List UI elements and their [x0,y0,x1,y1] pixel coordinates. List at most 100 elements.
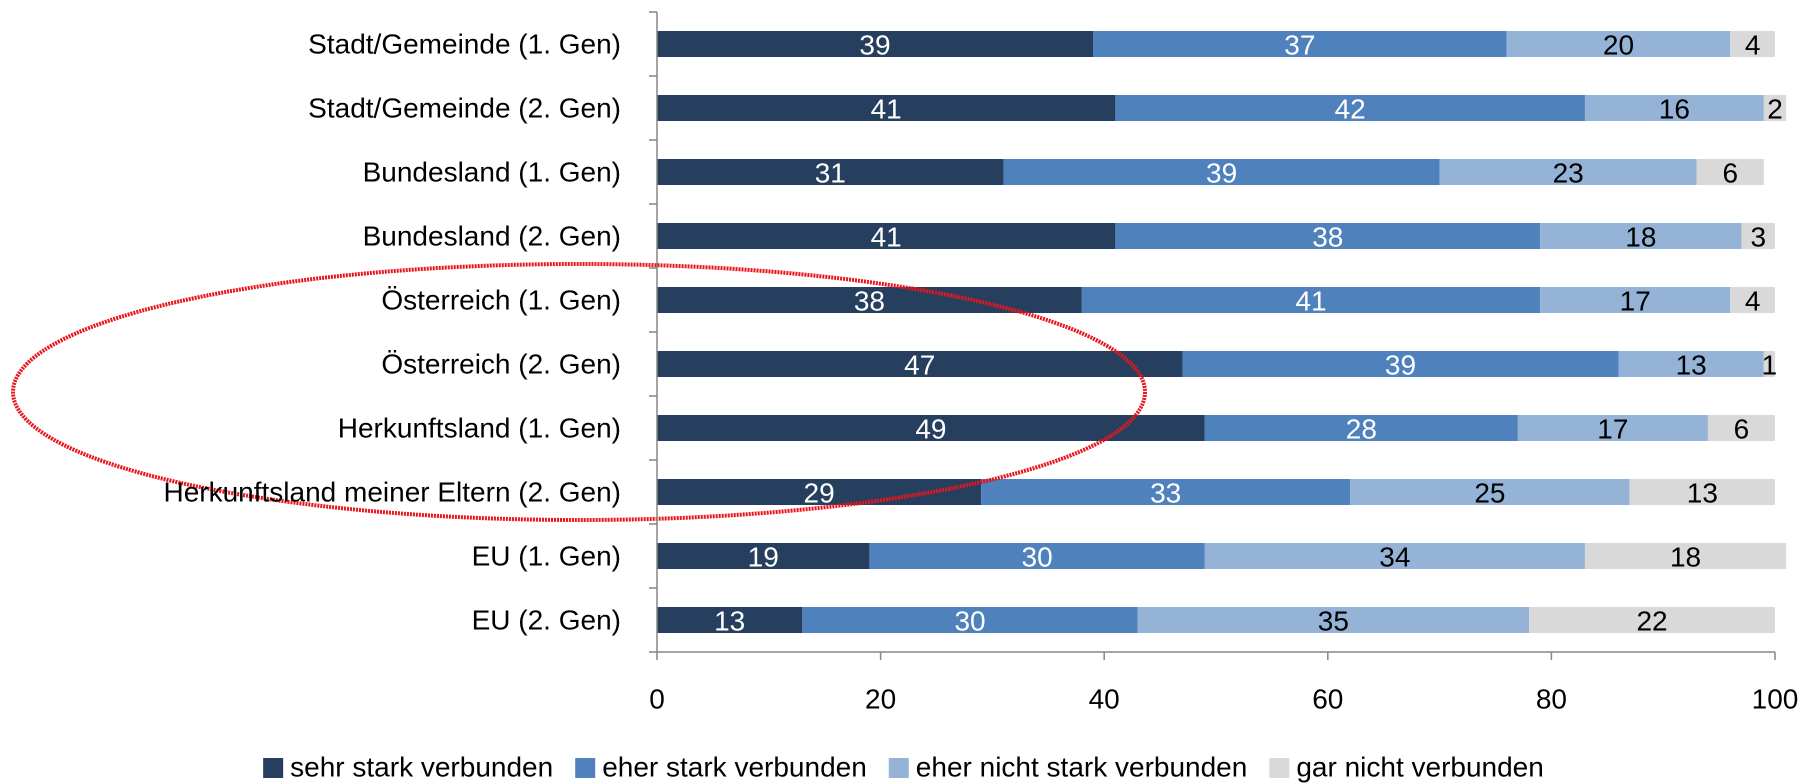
value-label: 2 [1767,93,1783,124]
bar-segment [802,607,1138,633]
bar-segment [657,159,1004,185]
legend-label: eher nicht stark verbunden [916,751,1248,782]
bar-segment [1204,543,1585,569]
value-label: 16 [1659,93,1690,124]
value-label: 37 [1284,29,1315,60]
bar-segment [1517,415,1708,441]
bar-segment [1696,159,1764,185]
bar-segment [657,287,1082,313]
bar-segment [1115,223,1541,249]
bar-segment [1540,223,1742,249]
x-tick-label: 0 [649,683,665,714]
value-label: 13 [1676,349,1707,380]
bar-segment [1204,415,1518,441]
legend-swatch [575,758,596,778]
bar-segment [1763,95,1787,121]
bar-segment [657,95,1116,121]
bar-segment [1439,159,1697,185]
bar-segment [1584,95,1764,121]
category-label: Österreich (2. Gen) [381,348,621,379]
value-label: 31 [815,157,846,188]
value-label: 49 [915,413,946,444]
x-tick-label: 100 [1752,683,1799,714]
x-tick-label: 80 [1536,683,1567,714]
category-label: Herkunftsland (1. Gen) [338,412,621,443]
value-label: 23 [1553,157,1584,188]
bar-segment [657,607,803,633]
value-label: 1 [1762,349,1778,380]
bar-segment [1137,607,1530,633]
bar-segment [1529,607,1775,633]
bar-segment [1707,415,1775,441]
value-label: 42 [1335,93,1366,124]
legend-label: eher stark verbunden [602,751,867,782]
value-label: 4 [1745,29,1761,60]
bar-segment [981,479,1351,505]
value-label: 18 [1625,221,1656,252]
value-label: 25 [1474,477,1505,508]
x-tick-label: 20 [865,683,896,714]
bar-segment [657,31,1094,57]
category-label: Bundesland (1. Gen) [363,156,621,187]
legend-label: gar nicht verbunden [1296,751,1544,782]
value-label: 38 [1312,221,1343,252]
value-label: 41 [1295,285,1326,316]
category-label: Österreich (1. Gen) [381,284,621,315]
value-label: 22 [1636,605,1667,636]
legend-label: sehr stark verbunden [290,751,553,782]
bar-segment [1093,31,1507,57]
bar-segment [657,223,1116,249]
x-tick-label: 40 [1089,683,1120,714]
value-label: 30 [954,605,985,636]
value-label: 29 [804,477,835,508]
legend-swatch [888,758,909,778]
category-label: EU (2. Gen) [472,604,621,635]
bar-segment [1584,543,1787,569]
legend-swatch [1269,758,1290,778]
bar-segment [1115,95,1585,121]
highlight-ellipse [11,262,1147,522]
bar-segment [1730,31,1775,57]
bar-segment [1003,159,1440,185]
bar-segment [657,351,1183,377]
value-label: 41 [871,93,902,124]
value-label: 17 [1620,285,1651,316]
value-label: 28 [1346,413,1377,444]
bar-segment [1182,351,1619,377]
value-label: 33 [1150,477,1181,508]
value-label: 19 [748,541,779,572]
category-label: EU (1. Gen) [472,540,621,571]
bar-segment [1730,287,1775,313]
bar-segment [1629,479,1775,505]
value-label: 6 [1734,413,1750,444]
value-label: 18 [1670,541,1701,572]
bar-segment [1741,223,1775,249]
value-label: 13 [1687,477,1718,508]
value-label: 35 [1318,605,1349,636]
bar-segment [657,479,982,505]
legend-swatch [263,758,284,778]
bar-segment [1540,287,1731,313]
bar-segment [1763,351,1775,377]
value-label: 47 [904,349,935,380]
bar-segment [1081,287,1541,313]
category-label: Stadt/Gemeinde (1. Gen) [308,28,621,59]
category-label: Herkunftsland meiner Eltern (2. Gen) [163,476,621,507]
value-label: 30 [1022,541,1053,572]
value-label: 3 [1750,221,1766,252]
category-label: Stadt/Gemeinde (2. Gen) [308,92,621,123]
bar-segment [869,543,1205,569]
value-label: 38 [854,285,885,316]
bar-segment [657,415,1205,441]
value-label: 6 [1722,157,1738,188]
value-label: 17 [1597,413,1628,444]
value-label: 34 [1379,541,1410,572]
value-label: 20 [1603,29,1634,60]
bar-segment [1618,351,1764,377]
value-label: 39 [859,29,890,60]
value-label: 39 [1206,157,1237,188]
bar-segment [657,543,870,569]
value-label: 41 [871,221,902,252]
